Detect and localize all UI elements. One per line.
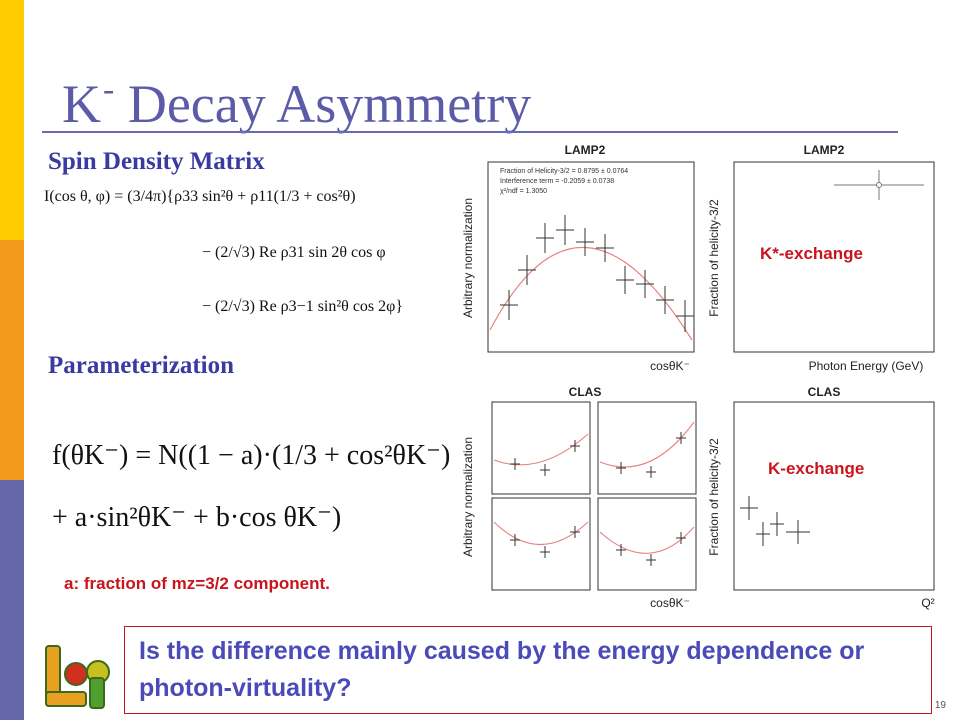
lamp2-left-stat-2: Interference term = -0.2059 ± 0.0738 — [500, 178, 614, 185]
clas-right-ylabel: Fraction of helicity-3/2 — [707, 438, 721, 556]
parameterization-line-1: f(θK⁻) = N((1 − a)·(1/3 + cos²θK⁻) — [52, 440, 451, 471]
lcp-logo — [44, 644, 120, 714]
clas-right-title: CLAS — [808, 385, 841, 399]
lamp2-fit-curve — [489, 246, 693, 341]
clas-right-xlabel: Q² — [921, 596, 934, 610]
parameterization-line-2: + a·sin²θK⁻ + b·cos θK⁻) — [52, 502, 342, 533]
clas-costheta-plot: CLAS Arbitrary normalization cosθK⁻ — [460, 382, 710, 612]
equation-line-3: − (2/√3) Re ρ3−1 sin²θ cos 2φ} — [202, 298, 404, 315]
clas-left-ylabel: Arbitrary normalization — [461, 437, 475, 557]
lamp2-left-stat-3: χ²/ndf = 1.3050 — [500, 188, 547, 195]
spin-density-heading: Spin Density Matrix — [48, 148, 265, 175]
sidebar-purple — [0, 480, 24, 720]
spin-density-equation: I(cos θ, φ) = (3/4π){ρ33 sin²θ + ρ11(1/3… — [42, 178, 434, 340]
lamp2-right-title: LAMP2 — [804, 143, 845, 157]
clas-q2-plot: CLAS Fraction of helicity-3/2 Q² — [706, 382, 942, 612]
lamp2-energy-plot: LAMP2 Fraction of helicity-3/2 Photon En… — [706, 140, 942, 376]
lamp2-right-datapoint — [834, 170, 924, 200]
title-rule — [42, 131, 898, 133]
page-number: 19 — [934, 700, 946, 711]
lamp2-left-title: LAMP2 — [565, 143, 606, 157]
lamp2-left-stat-1: Fraction of Helicity-3/2 = 0.8795 ± 0.07… — [500, 168, 628, 175]
sidebar-yellow — [0, 0, 24, 240]
clas-subpanels — [491, 401, 697, 591]
question-text: Is the difference mainly caused by the e… — [139, 637, 865, 702]
lamp2-right-ylabel: Fraction of helicity-3/2 — [707, 199, 721, 317]
lamp2-right-xlabel: Photon Energy (GeV) — [809, 359, 924, 373]
k-exchange-label: K-exchange — [768, 459, 865, 478]
lamp2-left-ylabel: Arbitrary normalization — [461, 198, 475, 318]
fraction-note: a: fraction of mz=3/2 component. — [64, 574, 330, 593]
question-box: Is the difference mainly caused by the e… — [124, 626, 932, 714]
slide-title: K- Decay Asymmetry — [62, 60, 531, 134]
equation-line-2: − (2/√3) Re ρ31 sin 2θ cos φ — [202, 244, 386, 261]
sidebar-orange — [0, 240, 24, 480]
title-rest: Decay Asymmetry — [114, 74, 532, 134]
clas-left-xlabel: cosθK⁻ — [650, 596, 690, 610]
clas-fit-curves — [493, 421, 695, 554]
clas-right-datapoints — [740, 496, 810, 546]
lamp2-datapoints — [500, 215, 694, 332]
lamp2-left-xlabel: cosθK⁻ — [650, 359, 690, 373]
title-k: K — [62, 74, 101, 134]
equation-line-1: I(cos θ, φ) = (3/4π){ρ33 sin²θ + ρ11(1/3… — [44, 188, 356, 205]
clas-left-title: CLAS — [569, 385, 602, 399]
kstar-exchange-label: K*-exchange — [760, 244, 863, 263]
title-sup: - — [103, 71, 115, 108]
lamp2-costheta-plot: LAMP2 Arbitrary normalization cosθK⁻ Fra… — [460, 140, 710, 376]
clas-datapoints — [510, 432, 686, 566]
sidebar-stripe — [0, 0, 24, 720]
parameterization-heading: Parameterization — [48, 352, 235, 379]
